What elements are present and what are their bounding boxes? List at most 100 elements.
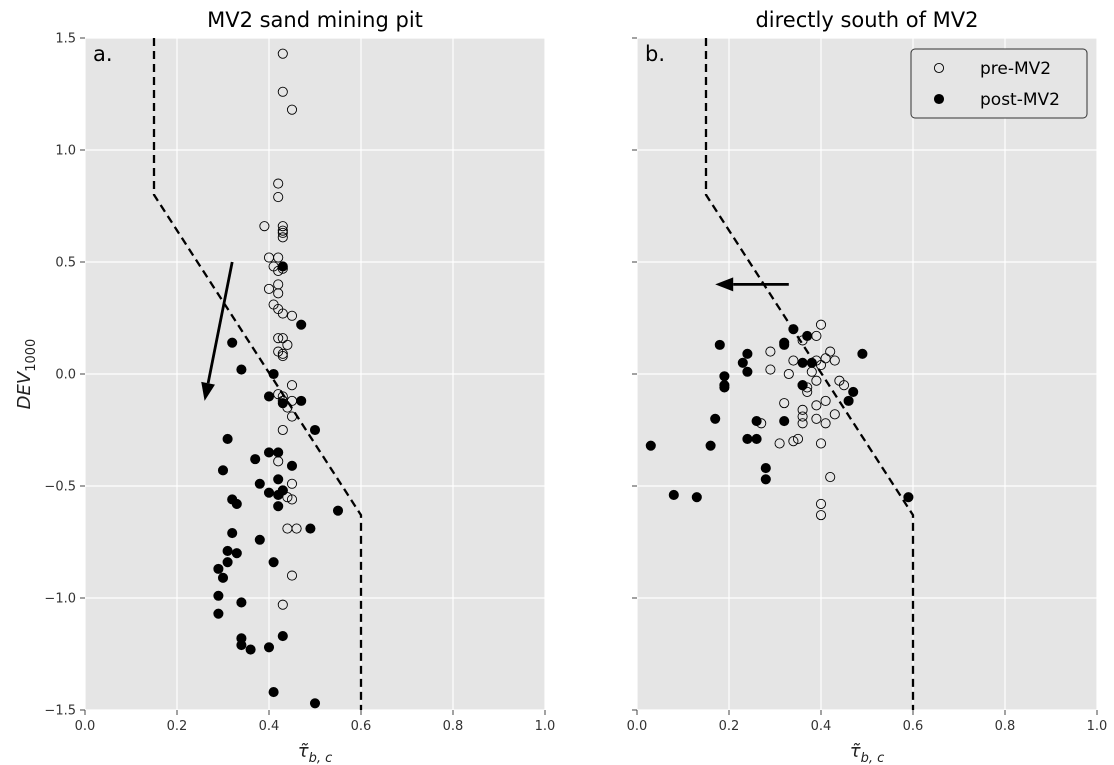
pre-mv2-point — [825, 346, 836, 357]
pre-mv2-point — [273, 191, 284, 203]
arrow-head — [715, 277, 734, 292]
x-ticks: 0.0 0.2 0.4 0.6 0.8 1.0 — [627, 710, 1108, 734]
pre-mv2-point — [277, 348, 288, 359]
pre-mv2-point — [277, 227, 288, 238]
post-mv2-point — [222, 557, 233, 568]
x-tick-label: 0.2 — [719, 719, 740, 734]
pre-mv2-point — [273, 389, 284, 400]
panel-label: b. — [645, 42, 665, 66]
post-mv2-point — [268, 557, 279, 568]
pre-mv2-point — [286, 104, 298, 115]
pre-mv2-point — [797, 411, 808, 422]
panel-b: directly south of MV2 b. 0.0 0.2 0.4 0.6 0.8… — [627, 8, 1108, 765]
post-mv2-point — [309, 698, 321, 709]
post-mv2-point — [779, 339, 790, 350]
x-tick-label: 0.4 — [259, 719, 280, 734]
post-mv2-point — [277, 261, 288, 272]
post-mv2-point — [848, 386, 859, 397]
post-mv2-point — [742, 348, 753, 359]
pre-mv2-point — [820, 395, 831, 406]
x-tick-label: 0.0 — [627, 719, 648, 734]
pre-mv2-point — [815, 438, 827, 449]
pre-mv2-point — [282, 339, 293, 350]
y-tick-label: 0.5 — [55, 256, 76, 271]
post-mv2-point — [802, 330, 813, 341]
post-mv2-point — [710, 413, 721, 424]
post-mv2-point — [277, 631, 288, 642]
data-points — [645, 319, 914, 521]
post-mv2-point — [751, 415, 762, 427]
pre-mv2-point — [277, 424, 288, 436]
post-mv2-point — [277, 398, 288, 409]
pre-mv2-point — [788, 436, 799, 447]
post-mv2-point — [222, 433, 233, 445]
x-tick-label: 0.8 — [443, 719, 464, 734]
pre-mv2-point — [277, 351, 288, 362]
post-mv2-point — [263, 642, 275, 653]
pre-mv2-point — [282, 492, 293, 503]
post-mv2-point — [245, 644, 256, 655]
legend-box — [910, 48, 1088, 119]
legend: pre-MV2 post-MV2 — [910, 48, 1088, 119]
y-tick-label: 1.0 — [55, 144, 76, 159]
post-mv2-point — [719, 382, 730, 393]
post-mv2-point — [305, 523, 316, 534]
pre-mv2-point — [273, 288, 284, 299]
post-mv2-point — [213, 563, 224, 574]
post-mv2-point — [788, 324, 799, 335]
x-axis-label: τ̃b, c — [850, 741, 885, 765]
post-mv2-point — [737, 357, 748, 368]
x-tick-label: 0.4 — [811, 719, 832, 734]
post-mv2-point — [277, 485, 288, 496]
post-mv2-point — [843, 395, 854, 406]
pre-mv2-point — [811, 400, 822, 411]
x-ticks: 0.0 0.2 0.4 0.6 0.8 1.0 — [75, 710, 555, 734]
legend-marker-filled — [933, 93, 945, 105]
post-mv2-point — [645, 440, 656, 451]
post-mv2-point — [742, 366, 753, 377]
threshold-polyline — [704, 38, 915, 710]
pre-mv2-point — [291, 523, 302, 534]
y-tick-label: −0.5 — [44, 480, 76, 495]
pre-mv2-point — [277, 221, 288, 232]
post-mv2-point — [254, 478, 265, 489]
legend-label-pre: pre-MV2 — [980, 59, 1051, 79]
post-mv2-point — [296, 319, 307, 330]
post-mv2-point — [268, 687, 279, 698]
pre-mv2-point — [277, 225, 288, 236]
x-tick-label: 1.0 — [1087, 719, 1108, 734]
post-mv2-point — [751, 433, 762, 445]
post-mv2-point — [714, 339, 725, 350]
legend-label-post: post-MV2 — [980, 90, 1060, 110]
threshold-polyline — [152, 38, 363, 710]
y-tick-label: −1.0 — [44, 592, 76, 607]
y-ticks — [632, 37, 637, 711]
pre-mv2-point — [811, 375, 822, 386]
post-mv2-point — [222, 545, 233, 557]
y-tick-label: −1.5 — [44, 704, 76, 719]
post-mv2-point — [217, 572, 229, 583]
post-mv2-point — [719, 371, 730, 382]
pre-mv2-point — [273, 252, 284, 263]
pre-mv2-point — [286, 494, 298, 505]
post-mv2-point — [797, 357, 808, 368]
post-mv2-point — [332, 505, 344, 516]
pre-mv2-point — [820, 353, 831, 364]
post-mv2-point — [691, 492, 702, 503]
post-mv2-point — [236, 364, 247, 375]
pre-mv2-point — [277, 599, 288, 610]
pre-mv2-point — [815, 510, 827, 521]
post-mv2-point — [254, 534, 265, 545]
post-mv2-point — [797, 380, 808, 391]
post-mv2-point — [236, 597, 247, 608]
pre-mv2-point — [277, 232, 288, 243]
y-tick-label: 1.5 — [55, 32, 76, 47]
post-mv2-point — [250, 454, 261, 465]
post-mv2-point — [227, 337, 238, 348]
post-mv2-point — [309, 424, 321, 436]
chart-title: directly south of MV2 — [755, 8, 978, 32]
post-mv2-point — [273, 474, 284, 485]
post-mv2-point — [286, 460, 298, 471]
pre-mv2-point — [838, 380, 850, 391]
